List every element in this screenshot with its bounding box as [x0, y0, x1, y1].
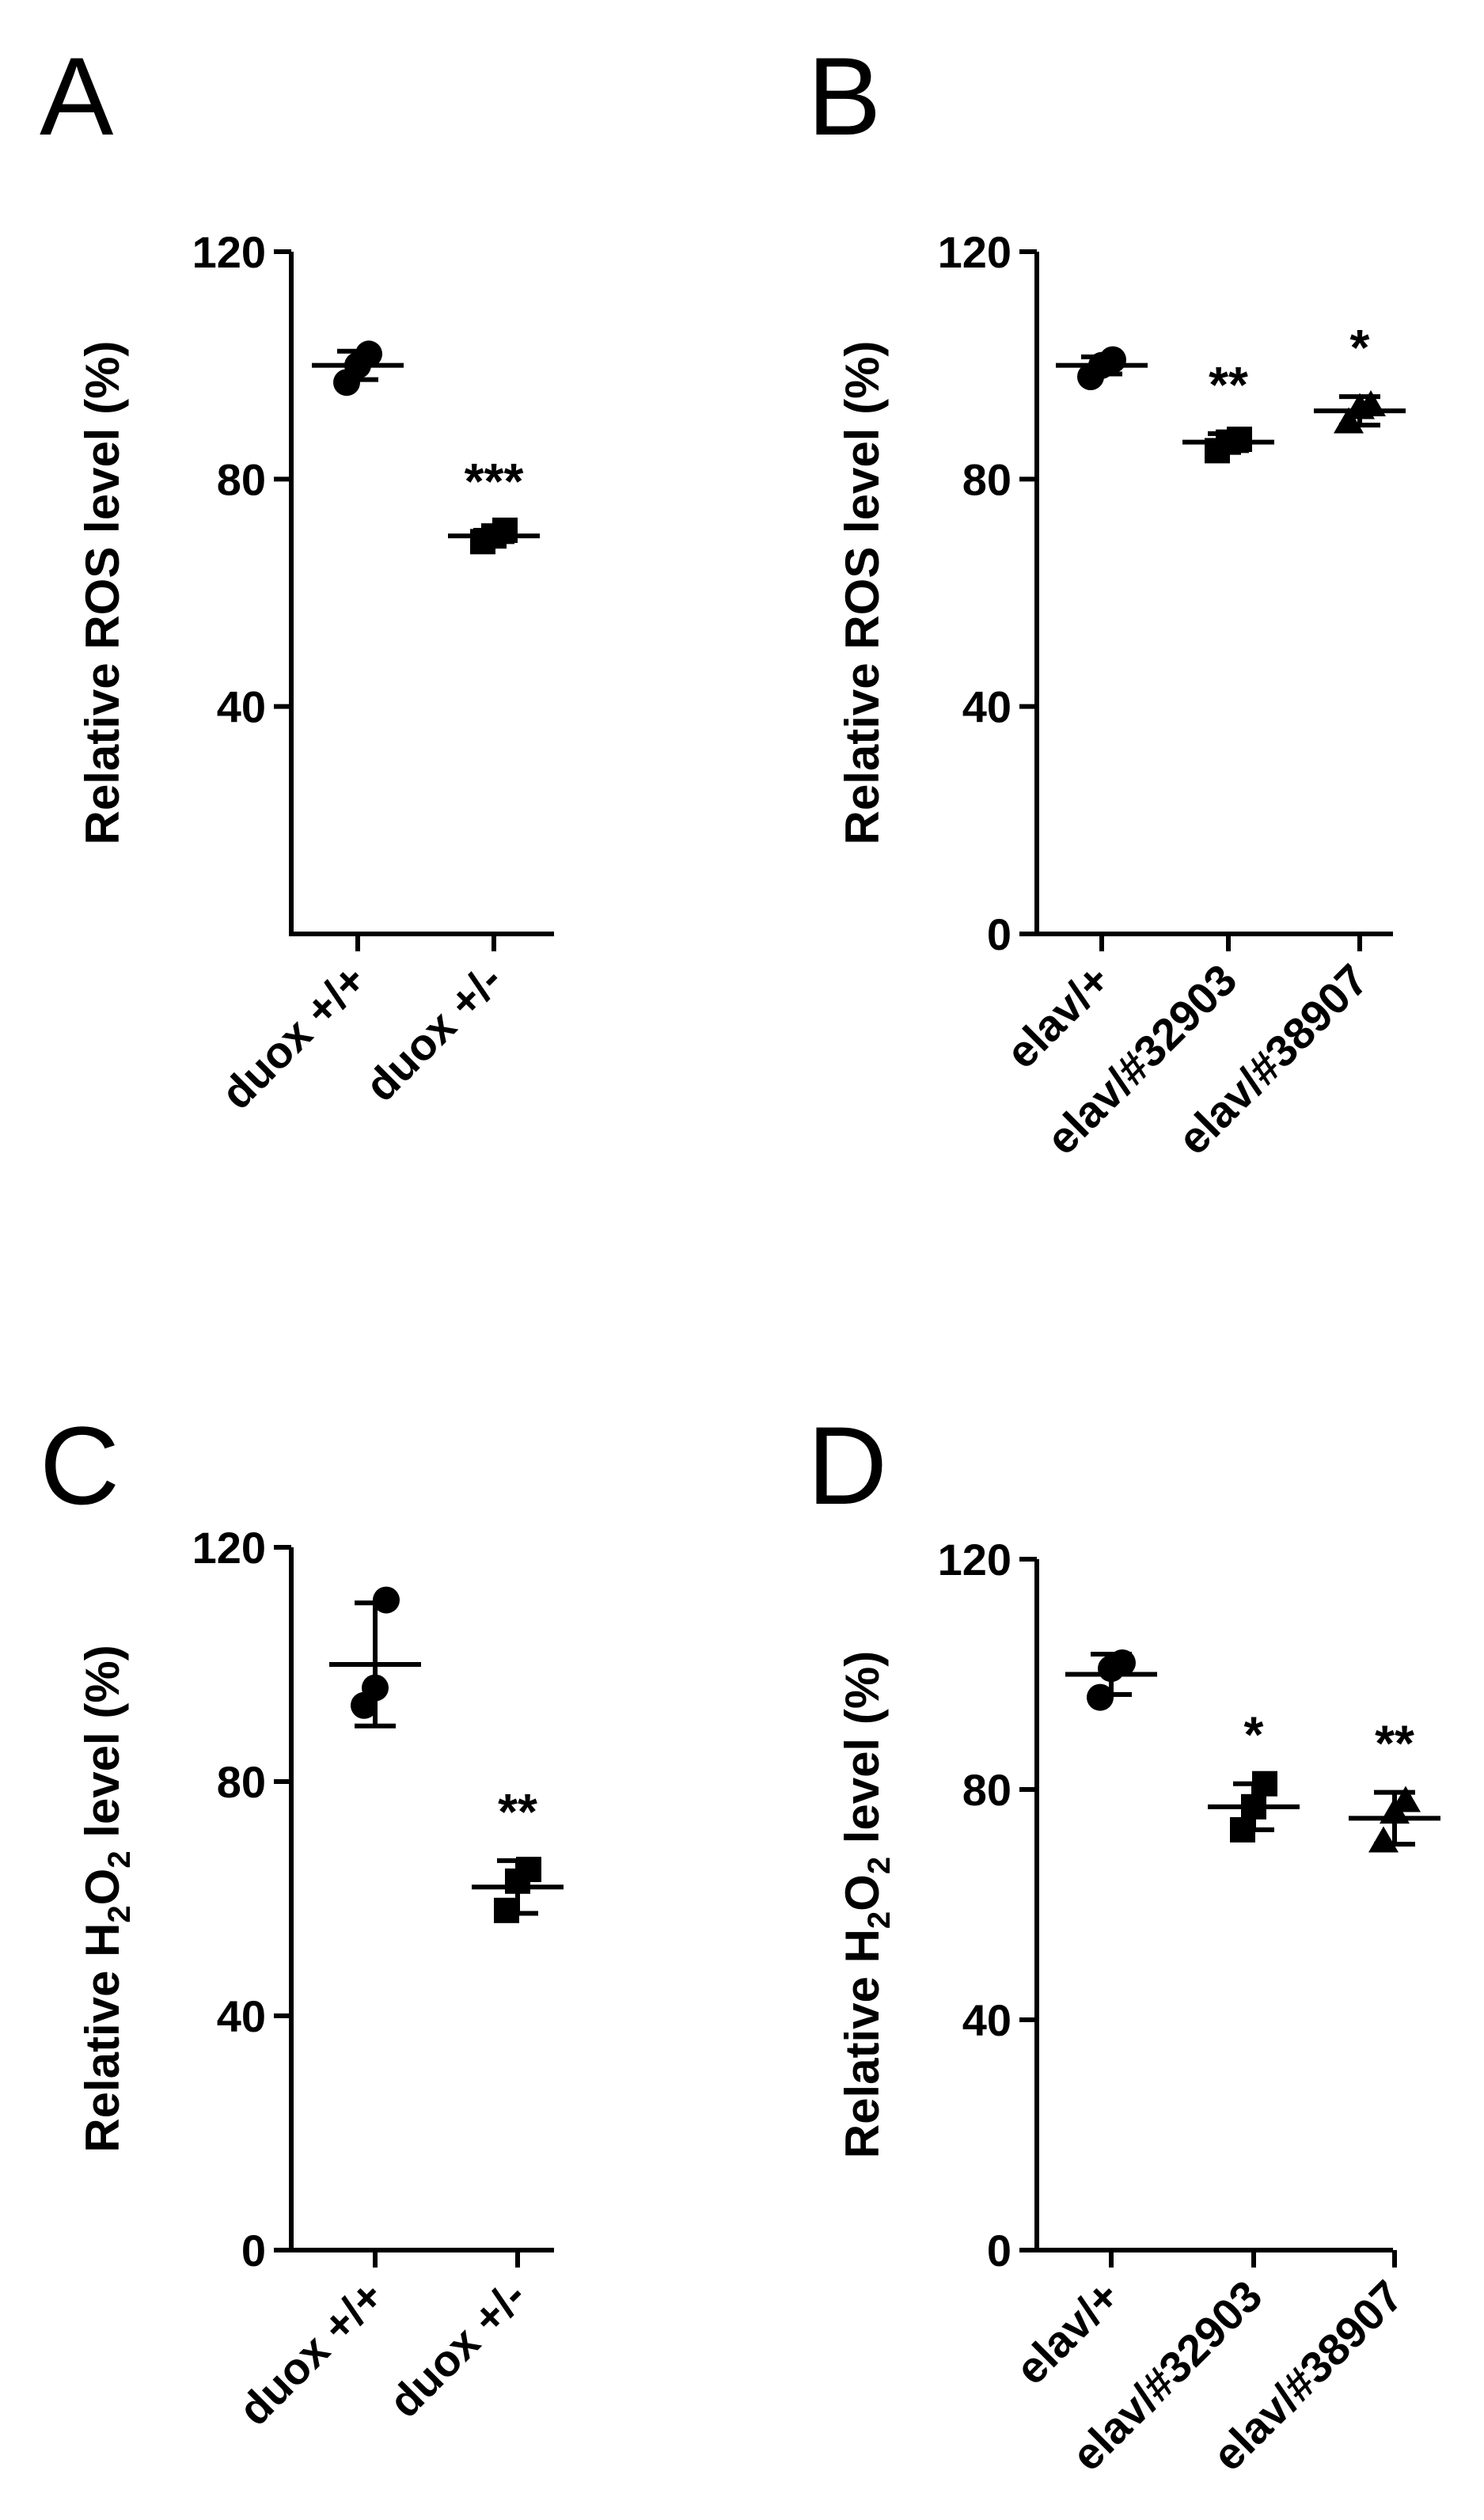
significance-label: ** — [498, 1783, 537, 1840]
category-label: duox +/+ — [211, 954, 375, 1118]
category-label: duox +/- — [379, 2271, 535, 2427]
data-point — [494, 1897, 519, 1923]
significance-label: * — [1244, 1706, 1264, 1763]
y-tick-label: 40 — [962, 682, 1011, 732]
y-tick-label: 120 — [938, 1535, 1011, 1584]
panel-letter: D — [807, 1403, 887, 1528]
data-point — [355, 340, 382, 368]
data-point — [1391, 1786, 1421, 1812]
significance-label: ** — [1375, 1715, 1414, 1772]
category-label: duox +/+ — [229, 2271, 393, 2435]
panel-letter: B — [807, 34, 881, 158]
chart-panel-a: A 40 80 120 Relative ROS level (%) duox +/+du… — [40, 34, 554, 1118]
y-tick-label: 0 — [241, 2226, 266, 2275]
y-tick-label: 120 — [192, 227, 266, 277]
y-tick-label: 0 — [987, 909, 1011, 959]
y-tick-label: 80 — [962, 1765, 1011, 1815]
category-label: elav/+ — [1006, 2271, 1129, 2394]
y-tick-label: 0 — [987, 2226, 1011, 2275]
category-label: elav/+ — [996, 954, 1120, 1078]
y-axis-title: Relative ROS level (%) — [76, 341, 129, 845]
y-axis-title: Relative H2O2 level (%) — [76, 1645, 137, 2152]
data-point — [1227, 427, 1252, 453]
panel-letter: C — [40, 1403, 120, 1528]
y-tick-label: 40 — [217, 682, 266, 732]
y-tick-label: 120 — [192, 1523, 266, 1573]
significance-label: ** — [1209, 356, 1248, 413]
category-label: duox +/- — [355, 954, 511, 1110]
y-tick-label: 120 — [938, 227, 1011, 277]
y-tick-label: 80 — [962, 454, 1011, 504]
significance-label: *** — [465, 453, 524, 510]
y-tick-label: 80 — [217, 1757, 266, 1807]
y-tick-label: 80 — [217, 454, 266, 504]
y-tick-label: 40 — [217, 1991, 266, 2041]
chart-panel-c: C 0 40 80 120 Relative H2O2 level (%) duox +/+… — [40, 1403, 564, 2435]
data-point — [373, 1586, 400, 1614]
panel-letter: A — [40, 34, 114, 158]
significance-label: * — [1350, 319, 1370, 376]
data-point — [1087, 1683, 1114, 1711]
y-axis-title: Relative ROS level (%) — [836, 341, 889, 845]
y-axis-title: Relative H2O2 level (%) — [836, 1651, 897, 2158]
y-tick-label: 40 — [962, 1995, 1011, 2045]
